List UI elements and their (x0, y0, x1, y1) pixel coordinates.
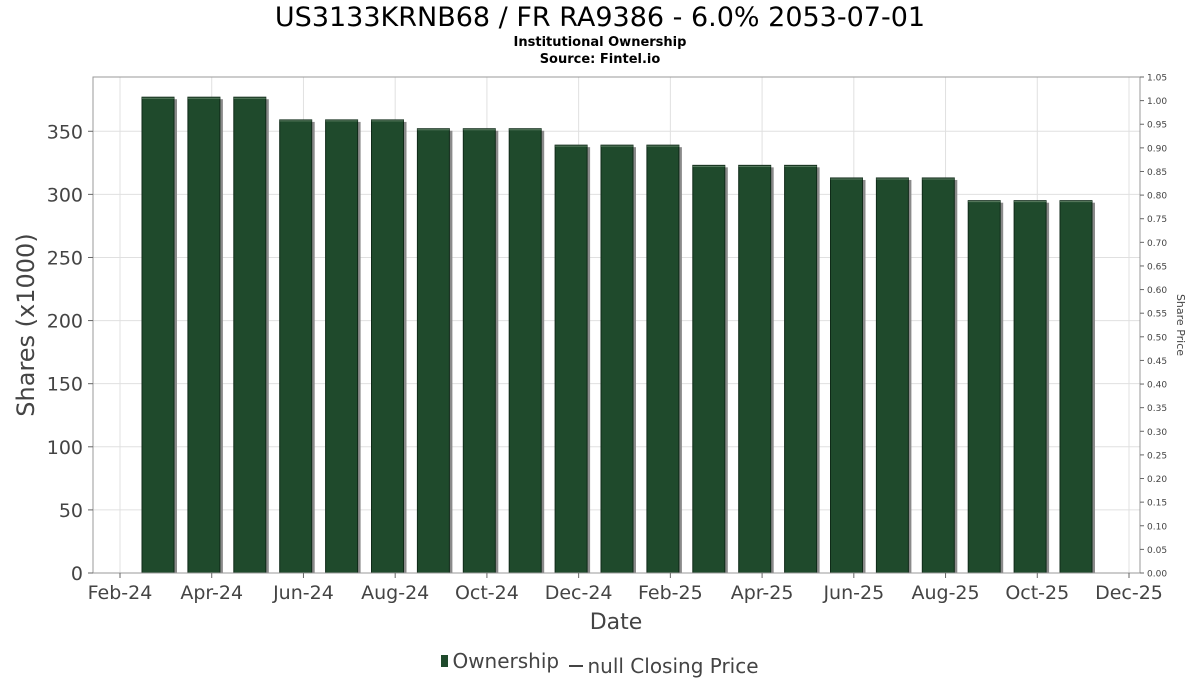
y2-tick-label: 0.35 (1147, 404, 1167, 414)
y-tick-label: 300 (47, 184, 83, 206)
bar (692, 164, 726, 574)
y2-tick-label: 0.50 (1147, 333, 1167, 343)
y-tick-label: 200 (47, 311, 83, 333)
y-tick-label: 150 (47, 374, 83, 396)
bar (371, 119, 404, 574)
legend: Ownership null Closing Price (0, 648, 1200, 678)
bar (1013, 200, 1047, 574)
x-tick-label: Apr-25 (731, 582, 794, 604)
y2-tick-label: 0.30 (1147, 428, 1167, 438)
legend-item-closing-price: null Closing Price (569, 654, 759, 678)
y2-tick-label: 1.00 (1147, 97, 1167, 107)
bar-swatch-icon (441, 655, 449, 667)
bar (875, 177, 909, 574)
axes: Feb-24 Apr-24 Jun-24 Aug-24 Oct-24 Dec-24 Feb-… (47, 74, 1168, 605)
y2-axis-label: Share Price (1174, 294, 1187, 356)
legend-label-ownership: Ownership (452, 649, 560, 673)
bar (1059, 200, 1093, 574)
bar (187, 96, 221, 574)
y-tick-label: 100 (47, 437, 83, 459)
y2-tick-label: 0.55 (1147, 310, 1167, 320)
line-swatch-icon (569, 665, 584, 667)
legend-label-closing-price: null Closing Price (587, 654, 759, 678)
bar (416, 128, 450, 574)
chart-source: Source: Fintel.io (539, 52, 661, 67)
y2-tick-label: 0.00 (1147, 570, 1167, 580)
y2-tick-label: 0.85 (1147, 168, 1167, 178)
bar (462, 128, 496, 574)
y2-tick-label: 0.20 (1147, 475, 1167, 485)
bar (508, 128, 542, 574)
y2-tick-label: 0.65 (1147, 262, 1167, 272)
y2-tick-label: 0.95 (1147, 121, 1167, 131)
y2-tick-label: 0.25 (1147, 451, 1167, 461)
bar (600, 144, 634, 574)
bar (646, 144, 680, 574)
bar (279, 119, 313, 574)
bar (784, 164, 818, 574)
plot-frame (92, 76, 1141, 574)
y2-tick-label: 0.90 (1147, 144, 1167, 154)
y2-tick-label: 1.05 (1147, 74, 1167, 84)
y2-tick-label: 0.05 (1147, 546, 1167, 556)
x-tick-label: Oct-24 (455, 582, 519, 604)
y-tick-label: 50 (59, 500, 83, 522)
bar (921, 177, 955, 574)
y2-tick-label: 0.15 (1147, 499, 1167, 509)
x-axis-label: Date (590, 610, 643, 635)
y-tick-label: 250 (47, 247, 83, 269)
y2-tick-label: 0.40 (1147, 381, 1167, 391)
y2-tick-label: 0.70 (1147, 239, 1167, 249)
chart-subtitle: Institutional Ownership (513, 35, 687, 50)
y2-tick-label: 0.10 (1147, 522, 1167, 532)
x-tick-label: Apr-24 (180, 582, 243, 604)
bar (325, 119, 359, 574)
y2-tick-label: 0.80 (1147, 192, 1167, 202)
bar (233, 96, 267, 574)
bar (141, 96, 175, 574)
y-axis-label: Shares (x1000) (12, 233, 40, 416)
legend-item-ownership: Ownership (441, 649, 559, 673)
chart-title: US3133KRNB68 / FR RA9386 - 6.0% 2053-07-… (274, 2, 926, 33)
x-tick-label: Oct-25 (1005, 582, 1069, 604)
y2-tick-label: 0.45 (1147, 357, 1167, 367)
y-tick-label: 0 (71, 563, 83, 585)
y-tick-label: 350 (47, 121, 83, 143)
bar (967, 200, 1001, 574)
y2-tick-label: 0.75 (1147, 215, 1167, 225)
x-tick-label: Dec-24 (545, 582, 613, 604)
x-tick-label: Jun-25 (822, 582, 884, 604)
bars (141, 96, 1095, 574)
x-tick-label: Feb-25 (638, 582, 703, 604)
x-tick-label: Jun-24 (272, 582, 334, 604)
bar (830, 177, 863, 574)
x-tick-label: Aug-24 (361, 582, 429, 604)
bar (738, 164, 772, 574)
x-tick-label: Aug-25 (911, 582, 979, 604)
y2-tick-label: 0.60 (1147, 286, 1167, 296)
bar (554, 144, 588, 574)
x-tick-label: Dec-25 (1095, 582, 1163, 604)
x-tick-label: Feb-24 (88, 582, 153, 604)
